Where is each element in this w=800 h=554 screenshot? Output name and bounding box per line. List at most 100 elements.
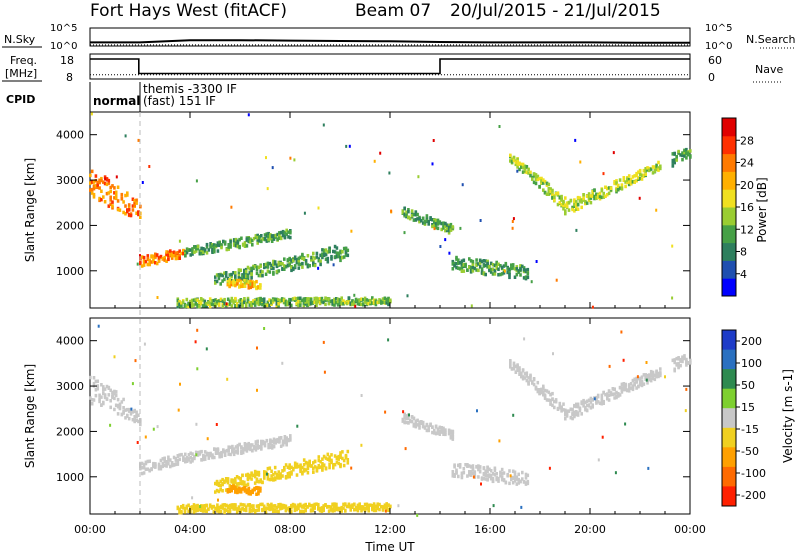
echo-cell bbox=[356, 508, 360, 513]
echo-cell bbox=[272, 472, 275, 477]
echo-cell bbox=[640, 379, 644, 383]
echo-cell bbox=[606, 397, 609, 401]
echo-cell bbox=[227, 247, 230, 251]
echo-cell bbox=[176, 461, 180, 465]
echo-cell bbox=[444, 224, 447, 229]
echo-cell bbox=[216, 506, 219, 511]
echo-cell bbox=[157, 467, 161, 471]
colorbar-tick-label: 8 bbox=[740, 246, 747, 259]
echo-cell bbox=[227, 243, 230, 247]
echo-cell bbox=[317, 458, 321, 463]
echo-cell bbox=[180, 251, 183, 256]
echo-cell bbox=[653, 165, 657, 169]
echo-cell bbox=[185, 504, 189, 509]
echo-cell bbox=[508, 272, 511, 277]
echo-cell bbox=[640, 383, 644, 388]
echo-cell bbox=[241, 301, 244, 306]
echo-cell bbox=[269, 233, 272, 237]
echo-cell bbox=[248, 301, 252, 305]
echo-cell bbox=[220, 245, 223, 250]
echo-cell bbox=[330, 453, 333, 457]
echo-cell bbox=[387, 503, 390, 507]
echo-cell bbox=[250, 504, 253, 509]
echo-cell bbox=[260, 239, 263, 244]
echo-cell bbox=[333, 297, 336, 302]
echo-cell bbox=[163, 463, 166, 468]
echo-cell bbox=[237, 276, 241, 280]
echo-cell bbox=[92, 180, 96, 184]
echo-cell bbox=[289, 156, 292, 160]
echo-cell bbox=[144, 259, 148, 264]
echo-cell bbox=[629, 180, 633, 184]
echo-cell bbox=[191, 459, 194, 463]
echo-cell bbox=[238, 285, 241, 289]
echo-cell bbox=[571, 416, 574, 421]
echo-cell bbox=[238, 237, 241, 242]
echo-cell bbox=[517, 481, 520, 485]
echo-cell bbox=[219, 297, 223, 302]
echo-cell bbox=[328, 455, 331, 459]
echo-cell bbox=[565, 409, 569, 413]
echo-cell bbox=[225, 247, 229, 252]
echo-cell bbox=[249, 280, 252, 284]
echo-cell bbox=[221, 279, 224, 283]
echo-cell bbox=[552, 352, 554, 356]
echo-cell bbox=[266, 466, 270, 471]
echo-cell bbox=[321, 248, 324, 252]
echo-cell bbox=[103, 181, 107, 186]
echo-cell bbox=[290, 265, 293, 269]
echo-cell bbox=[203, 457, 207, 461]
colorbar-segment bbox=[722, 369, 736, 390]
echo-cell bbox=[451, 437, 455, 441]
echo-cell bbox=[279, 436, 283, 440]
echo-cell bbox=[679, 357, 682, 362]
echo-cell bbox=[460, 259, 464, 263]
echo-cell bbox=[198, 450, 202, 454]
echo-cell bbox=[253, 264, 257, 269]
echo-cell bbox=[440, 430, 443, 434]
freq-tick-top: 18 bbox=[60, 54, 74, 67]
echo-cell bbox=[532, 382, 536, 387]
echo-cell bbox=[237, 274, 241, 278]
echo-cell bbox=[407, 208, 410, 212]
echo-cell bbox=[346, 253, 350, 258]
echo-cell bbox=[351, 505, 354, 509]
time-axis-label: Time UT bbox=[364, 540, 415, 554]
echo-cell bbox=[306, 303, 309, 308]
echo-cell bbox=[664, 375, 666, 379]
echo-cell bbox=[513, 470, 517, 474]
echo-cell bbox=[312, 470, 315, 474]
echo-cell bbox=[547, 190, 551, 194]
echo-cell bbox=[302, 301, 306, 305]
echo-cell bbox=[346, 458, 350, 462]
echo-cell bbox=[631, 378, 635, 383]
echo-cell bbox=[560, 198, 563, 202]
echo-cell bbox=[288, 297, 291, 302]
echo-cell bbox=[241, 447, 245, 451]
noise-panel-frame bbox=[89, 27, 691, 47]
echo-cell bbox=[387, 299, 390, 303]
date-range: 20/Jul/2015 - 21/Jul/2015 bbox=[450, 1, 661, 21]
echo-cell bbox=[549, 398, 552, 403]
echo-cell bbox=[523, 164, 527, 168]
echo-cell bbox=[562, 204, 565, 208]
echo-cell bbox=[270, 502, 273, 507]
echo-cell bbox=[447, 223, 451, 228]
echo-cell bbox=[530, 280, 533, 284]
echo-cell bbox=[301, 265, 304, 269]
echo-cell bbox=[575, 202, 578, 207]
echo-cell bbox=[167, 462, 170, 466]
echo-cell bbox=[241, 480, 244, 484]
echo-cell bbox=[633, 377, 636, 381]
echo-cell bbox=[512, 363, 516, 368]
echo-cell bbox=[310, 464, 313, 468]
echo-cell bbox=[277, 470, 281, 474]
echo-cell bbox=[315, 303, 318, 307]
echo-cell bbox=[252, 473, 255, 478]
echo-cell bbox=[239, 284, 243, 289]
echo-cell bbox=[306, 300, 309, 304]
echo-cell bbox=[311, 503, 315, 508]
echo-cell bbox=[410, 415, 414, 419]
echo-cell bbox=[274, 233, 278, 238]
